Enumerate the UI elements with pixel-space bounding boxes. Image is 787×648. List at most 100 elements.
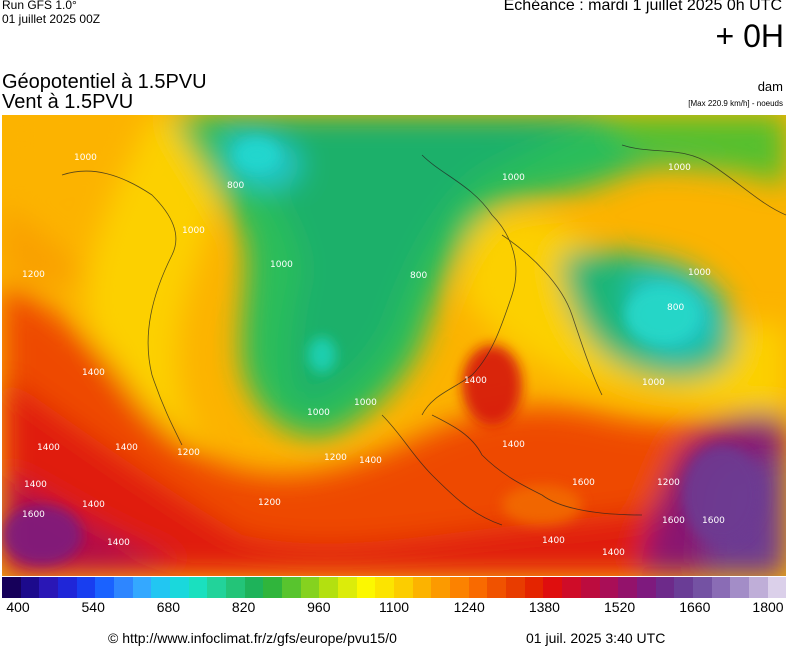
contour-label: 1200 (657, 478, 680, 488)
legend-swatch (76, 577, 96, 598)
map-title-geopotential: Géopotentiel à 1.5PVU (2, 71, 207, 93)
contour-label: 1600 (662, 516, 685, 526)
legend-swatch (412, 577, 432, 598)
contour-label: 1400 (107, 538, 130, 548)
legend-swatch (767, 577, 787, 598)
contour-label: 1400 (82, 500, 105, 510)
contour-label: 1200 (22, 270, 45, 280)
legend-swatch (692, 577, 712, 598)
legend-label: 1800 (752, 599, 784, 615)
legend-swatch (450, 577, 469, 598)
legend-swatch (20, 577, 40, 598)
legend-swatch (188, 577, 208, 598)
legend-label: 1240 (453, 599, 485, 615)
legend-label: 400 (6, 599, 30, 615)
contour-label: 1200 (177, 448, 200, 458)
legend-swatch (580, 577, 600, 598)
contour-label: 1000 (270, 260, 293, 270)
legend-swatch (655, 577, 675, 598)
legend-label: 1100 (378, 599, 410, 615)
legend-swatch (506, 577, 525, 598)
legend-label: 1520 (604, 599, 636, 615)
contour-label: 1400 (502, 440, 525, 450)
legend-swatch (132, 577, 152, 598)
contour-label: 1400 (359, 456, 382, 466)
legend-swatch (263, 577, 283, 598)
legend-swatch (394, 577, 413, 598)
contour-label: 1000 (307, 408, 330, 418)
legend-swatch (431, 577, 451, 598)
contour-label: 1000 (642, 378, 665, 388)
legend-swatch (730, 577, 749, 598)
legend-swatch (300, 577, 320, 598)
contour-label: 1400 (82, 368, 105, 378)
run-date: 01 juillet 2025 00Z (2, 12, 101, 26)
contour-label: 1000 (182, 226, 205, 236)
legend-label: 680 (156, 599, 181, 615)
legend-swatch (226, 577, 245, 598)
legend-swatch (674, 577, 693, 598)
color-legend-labels: 400 540 680 820 960 1100 1240 1380 1520 1660 1800 (0, 599, 787, 619)
legend-swatch (711, 577, 731, 598)
contour-label: 1200 (258, 498, 281, 508)
contour-label: 800 (227, 181, 244, 191)
legend-swatch (151, 577, 171, 598)
contour-label: 800 (410, 271, 427, 281)
contour-label: 1400 (542, 536, 565, 546)
legend-swatch (636, 577, 656, 598)
legend-swatch (244, 577, 264, 598)
legend-swatch (748, 577, 768, 598)
legend-swatch (319, 577, 339, 598)
map-title-wind: Vent à 1.5PVU (2, 91, 134, 113)
contour-label: 1200 (324, 453, 347, 463)
contour-label: 800 (667, 303, 684, 313)
max-wind-note: [Max 220.9 km/h] - noeuds (688, 99, 783, 108)
contour-label: 1400 (464, 376, 487, 386)
legend-label: 820 (231, 599, 256, 615)
forecast-hour-offset: + 0H (715, 18, 784, 54)
geopotential-detail (2, 139, 762, 565)
legend-label: 1660 (679, 599, 711, 615)
forecast-time: Echéance : mardi 1 juillet 2025 0h UTC (503, 0, 782, 14)
legend-swatch (524, 577, 544, 598)
legend-swatch (562, 577, 581, 598)
legend-swatch (95, 577, 115, 598)
legend-label: 1380 (528, 599, 560, 615)
contour-label: 1600 (22, 510, 45, 520)
contour-label: 1400 (115, 443, 138, 453)
legend-label: 960 (307, 599, 331, 615)
unit-label: dam (757, 79, 783, 94)
generation-timestamp: 01 juil. 2025 3:40 UTC (526, 630, 666, 646)
weather-map: 1000 800 1000 1200 1000 800 1000 1400 12… (2, 115, 786, 576)
legend-swatch (207, 577, 227, 598)
legend-swatch (618, 577, 637, 598)
source-url: © http://www.infoclimat.fr/z/gfs/europe/… (108, 630, 397, 646)
legend-swatch (39, 577, 59, 598)
contour-labels: 1000 800 1000 1200 1000 800 1000 1400 12… (22, 153, 725, 558)
legend-swatch (468, 577, 488, 598)
legend-swatch (356, 577, 376, 598)
run-title: Run GFS 1.0° (2, 0, 77, 12)
legend-label: 540 (81, 599, 105, 615)
legend-swatch (114, 577, 133, 598)
contour-label: 1000 (74, 153, 97, 163)
legend-swatch (58, 577, 77, 598)
legend-swatch (599, 577, 619, 598)
legend-swatch (487, 577, 507, 598)
contour-label: 1400 (24, 480, 47, 490)
contour-label: 1400 (37, 443, 60, 453)
contour-label: 1000 (502, 173, 525, 183)
legend-swatch (170, 577, 189, 598)
contour-label: 1000 (354, 398, 377, 408)
legend-swatch (282, 577, 301, 598)
coastlines (61, 144, 786, 526)
legend-swatch (2, 577, 21, 598)
color-legend-bar (2, 577, 787, 598)
contour-label: 1400 (602, 548, 625, 558)
legend-swatch (338, 577, 357, 598)
legend-swatch (375, 577, 395, 598)
contour-label: 1600 (702, 516, 725, 526)
contour-label: 1000 (688, 268, 711, 278)
legend-swatch (543, 577, 563, 598)
contour-label: 1000 (668, 163, 691, 173)
